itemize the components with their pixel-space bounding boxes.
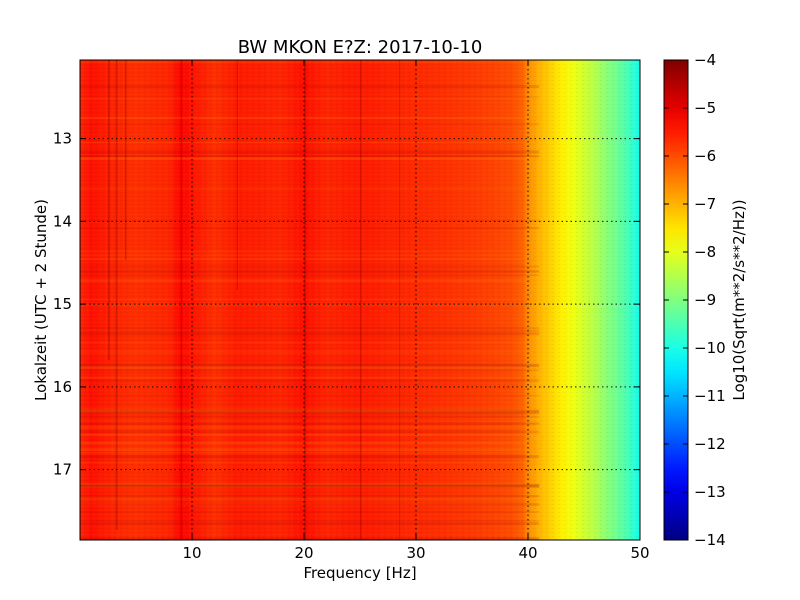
plot-frame [79,59,641,541]
colorbar-tick-label: −5 [694,99,716,117]
y-tick-label: 14 [53,212,72,230]
spectrogram-noise [80,60,640,540]
x-axis-tick-labels: 10 20 30 40 50 [182,544,649,562]
y-axis-label: Lokalzeit (UTC + 2 Stunde) [32,199,50,401]
colorbar-tick-label: −9 [694,291,716,309]
colorbar-tick-label: −11 [694,387,726,405]
colorbar-label: Log10(Sqrt(m**2/s**2/Hz)) [730,199,748,400]
colorbar-tick-label: −14 [694,531,726,549]
x-tick-label: 30 [406,544,425,562]
y-tick-label: 17 [53,461,72,479]
x-axis-label: Frequency [Hz] [303,564,416,582]
y-tick-label: 13 [53,130,72,148]
x-tick-label: 40 [518,544,537,562]
colorbar-ticks: −4 −5 −6 −7 −8 −9 −10 −11 −12 −13 −14 [664,51,726,549]
colorbar-tick-label: −4 [694,51,716,69]
colorbar-tick-label: −8 [694,243,716,261]
colorbar-tick-label: −10 [694,339,726,357]
y-axis-tick-labels: 13 14 15 16 17 [53,130,72,479]
chart-title: BW MKON E?Z: 2017-10-10 [238,37,483,58]
y-tick-label: 16 [53,378,72,396]
x-tick-label: 20 [294,544,313,562]
colorbar-tick-label: −7 [694,195,716,213]
colorbar: −4 −5 −6 −7 −8 −9 −10 −11 −12 −13 −14 Log10(Sqrt(m… [663,51,748,549]
colorbar-tick-label: −6 [694,147,716,165]
grid-lines [80,60,640,540]
plot-area [79,59,641,541]
colorbar-tick-label: −13 [694,483,726,501]
x-tick-label: 10 [182,544,201,562]
colorbar-tick-label: −12 [694,435,726,453]
y-tick-label: 15 [53,295,72,313]
x-tick-label: 50 [630,544,649,562]
